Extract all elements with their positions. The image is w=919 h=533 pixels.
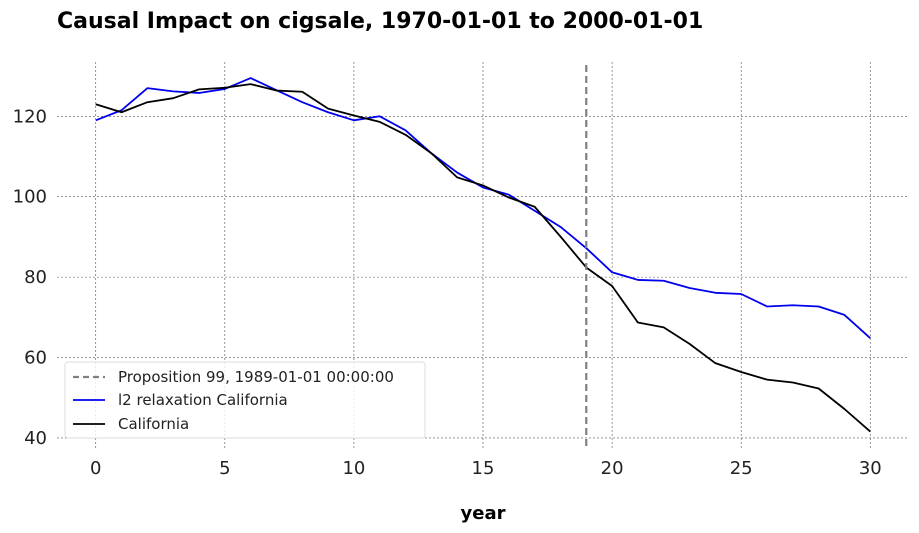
series-line-l2-relaxation	[95, 77, 871, 339]
grid-layer	[57, 62, 909, 448]
x-tick-label: 0	[90, 458, 101, 479]
series-line-california	[95, 83, 871, 433]
legend-label-l2-relaxation: l2 relaxation California	[118, 391, 288, 409]
legend-label-intervention: Proposition 99, 1989-01-01 00:00:00	[118, 368, 394, 386]
x-axis-label: year	[461, 503, 506, 524]
y-tick-label: 40	[24, 428, 47, 449]
y-tick-label: 100	[13, 187, 47, 208]
y-tick-labels: 40 60 80 100 120	[13, 106, 47, 449]
x-tick-label: 25	[730, 458, 753, 479]
legend: Proposition 99, 1989-01-01 00:00:00 l2 r…	[64, 361, 426, 439]
y-tick-label: 120	[13, 106, 47, 127]
y-tick-label: 60	[24, 348, 47, 369]
x-tick-label: 20	[601, 458, 624, 479]
x-tick-label: 5	[219, 458, 230, 479]
x-tick-labels: 0 5 10 15 20 25 30	[90, 458, 882, 479]
legend-label-california: California	[118, 415, 189, 433]
y-tick-label: 80	[24, 267, 47, 288]
x-tick-label: 10	[342, 458, 365, 479]
legend-frame	[64, 361, 426, 439]
chart-title: Causal Impact on cigsale, 1970-01-01 to …	[57, 9, 703, 34]
series-layer	[95, 77, 871, 433]
x-tick-label: 15	[472, 458, 495, 479]
x-tick-label: 30	[859, 458, 882, 479]
